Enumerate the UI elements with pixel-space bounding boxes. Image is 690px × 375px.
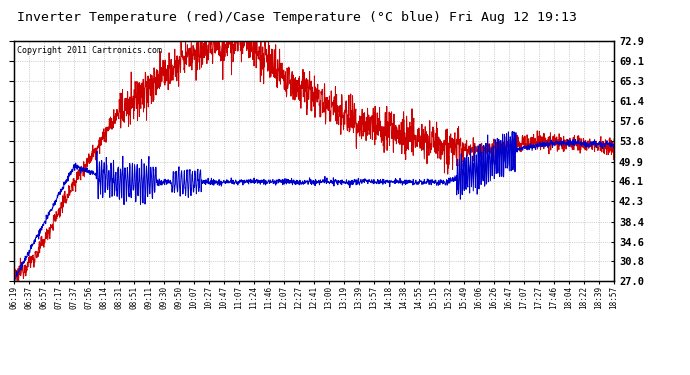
Text: Inverter Temperature (red)/Case Temperature (°C blue) Fri Aug 12 19:13: Inverter Temperature (red)/Case Temperat… — [17, 11, 577, 24]
Text: Copyright 2011 Cartronics.com: Copyright 2011 Cartronics.com — [17, 46, 161, 55]
